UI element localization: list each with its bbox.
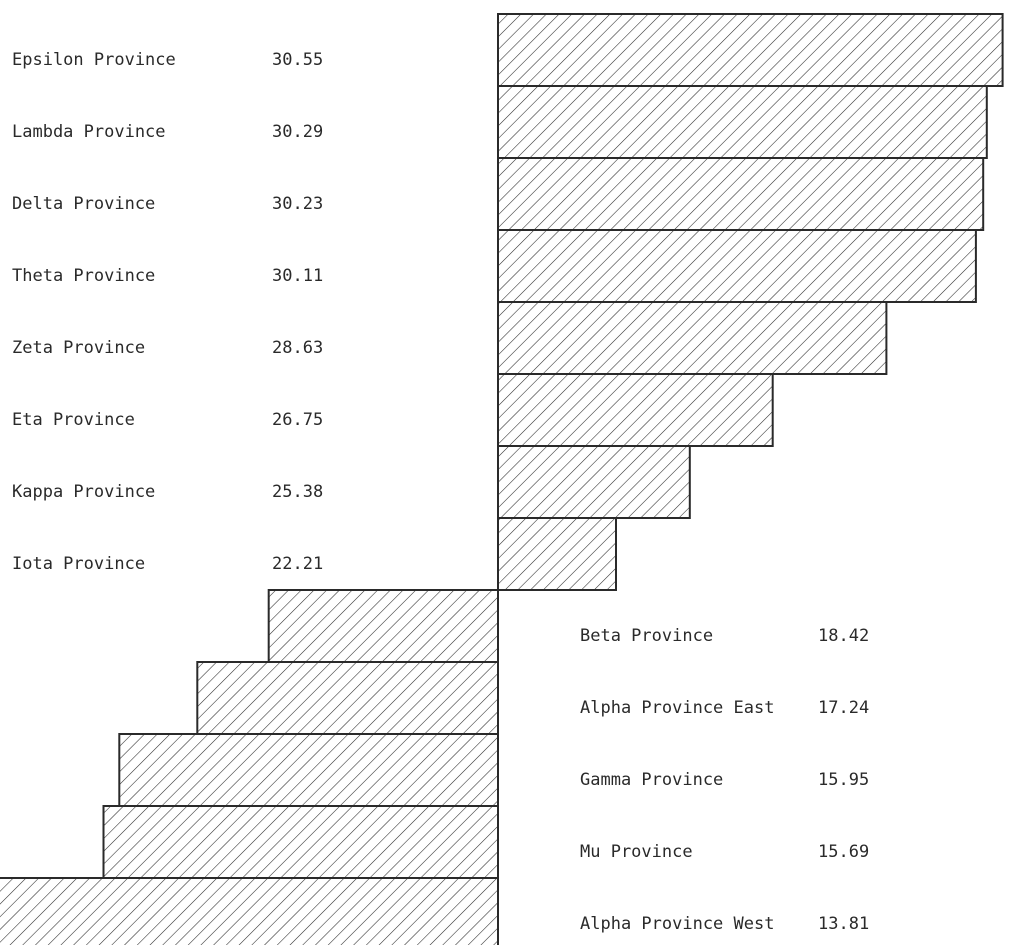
category-label-beta-province: Beta Province xyxy=(580,626,713,646)
bar-eta-province xyxy=(497,373,774,447)
category-label-mu-province: Mu Province xyxy=(580,842,693,862)
value-label-delta-province: 30.23 xyxy=(272,194,323,214)
bar-kappa-province xyxy=(497,445,691,519)
value-label-alpha-province-east: 17.24 xyxy=(818,698,869,718)
bar-mu-province xyxy=(102,805,499,879)
category-label-epsilon-province: Epsilon Province xyxy=(12,50,176,70)
bar-epsilon-province xyxy=(497,13,1004,87)
bar-theta-province xyxy=(497,229,977,303)
value-label-theta-province: 30.11 xyxy=(272,266,323,286)
category-label-iota-province: Iota Province xyxy=(12,554,145,574)
bar-delta-province xyxy=(497,157,985,231)
value-label-eta-province: 26.75 xyxy=(272,410,323,430)
value-label-alpha-province-west: 13.81 xyxy=(818,914,869,934)
category-label-alpha-province-west: Alpha Province West xyxy=(580,914,774,934)
value-label-kappa-province: 25.38 xyxy=(272,482,323,502)
bar-beta-province xyxy=(267,589,500,663)
value-label-epsilon-province: 30.55 xyxy=(272,50,323,70)
category-label-gamma-province: Gamma Province xyxy=(580,770,723,790)
bar-gamma-province xyxy=(118,733,500,807)
value-label-iota-province: 22.21 xyxy=(272,554,323,574)
category-label-zeta-province: Zeta Province xyxy=(12,338,145,358)
value-label-zeta-province: 28.63 xyxy=(272,338,323,358)
value-label-gamma-province: 15.95 xyxy=(818,770,869,790)
bar-lambda-province xyxy=(497,85,988,159)
category-label-lambda-province: Lambda Province xyxy=(12,122,166,142)
bar-alpha-province-west xyxy=(0,877,500,945)
category-label-eta-province: Eta Province xyxy=(12,410,135,430)
bar-iota-province xyxy=(497,517,617,591)
category-label-delta-province: Delta Province xyxy=(12,194,155,214)
category-label-alpha-province-east: Alpha Province East xyxy=(580,698,774,718)
category-label-theta-province: Theta Province xyxy=(12,266,155,286)
value-label-beta-province: 18.42 xyxy=(818,626,869,646)
value-label-mu-province: 15.69 xyxy=(818,842,869,862)
bar-alpha-province-east xyxy=(196,661,500,735)
bars-group xyxy=(0,13,1004,945)
category-label-kappa-province: Kappa Province xyxy=(12,482,155,502)
bar-zeta-province xyxy=(497,301,888,375)
labels-group: Epsilon Province 30.55 Lambda Province 30.2… xyxy=(12,50,869,934)
value-label-lambda-province: 30.29 xyxy=(272,122,323,142)
